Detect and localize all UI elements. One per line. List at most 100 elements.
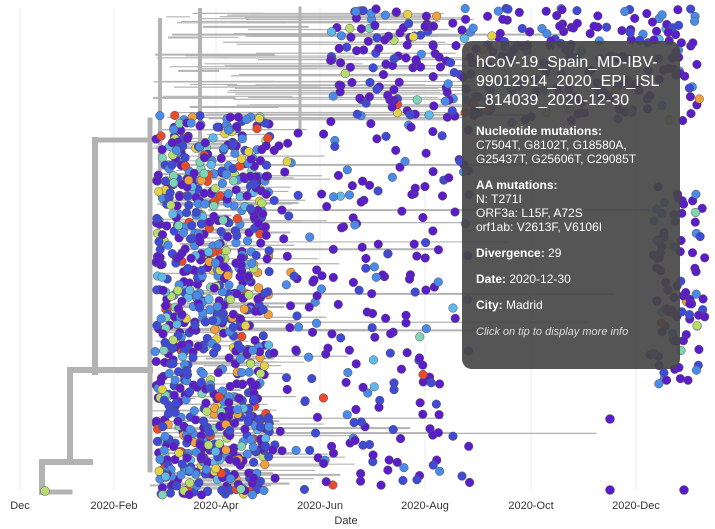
tree-tip[interactable] [200, 138, 210, 148]
tree-tip[interactable] [277, 446, 287, 456]
tree-tip[interactable] [173, 367, 184, 377]
tree-tip[interactable] [396, 364, 407, 374]
tree-tip[interactable] [602, 22, 612, 32]
tree-tip[interactable] [274, 141, 284, 151]
tree-tip[interactable] [449, 67, 459, 78]
tree-tip[interactable] [421, 148, 431, 158]
tree-tip[interactable] [334, 43, 344, 53]
tree-tip[interactable] [205, 383, 215, 393]
tree-tip[interactable] [203, 440, 214, 450]
tree-tip[interactable] [236, 343, 246, 353]
tree-tip[interactable] [357, 242, 367, 252]
tree-tip[interactable] [433, 245, 444, 255]
tree-tip[interactable] [242, 449, 252, 459]
tree-tip[interactable] [435, 62, 445, 72]
tree-tip[interactable] [213, 239, 223, 250]
tree-tip[interactable] [389, 54, 399, 64]
tree-tip[interactable] [391, 7, 401, 17]
tree-tip[interactable] [231, 185, 241, 195]
tree-tip[interactable] [259, 361, 269, 371]
tree-tip[interactable] [264, 340, 274, 350]
tree-tip[interactable] [40, 486, 50, 496]
tree-tip[interactable] [435, 466, 445, 476]
tree-tip[interactable] [261, 230, 271, 240]
tree-tip[interactable] [318, 393, 328, 403]
tree-tip[interactable] [156, 377, 166, 387]
tree-tip[interactable] [174, 448, 184, 458]
tree-tip[interactable] [307, 327, 318, 337]
tree-tip[interactable] [366, 119, 376, 129]
tree-tip[interactable] [165, 188, 175, 198]
tree-tip[interactable] [369, 355, 379, 365]
tree-tip[interactable] [262, 160, 272, 170]
tree-tip[interactable] [208, 316, 218, 326]
tree-tip[interactable] [572, 6, 582, 16]
tree-tip[interactable] [319, 458, 329, 469]
tree-tip[interactable] [224, 280, 234, 290]
tree-tip[interactable] [185, 424, 195, 434]
tree-tip[interactable] [420, 182, 430, 192]
tree-tip[interactable] [163, 240, 173, 250]
tree-tip[interactable] [418, 213, 428, 223]
tree-tip[interactable] [605, 485, 615, 495]
tree-tip[interactable] [175, 383, 185, 393]
tree-tip[interactable] [217, 485, 227, 495]
tree-tip[interactable] [223, 189, 233, 199]
tree-tip[interactable] [352, 46, 362, 56]
tree-tip[interactable] [249, 179, 259, 189]
tree-tip[interactable] [355, 93, 365, 103]
tree-tip[interactable] [386, 329, 396, 339]
tree-tip[interactable] [428, 460, 438, 470]
tree-tip[interactable] [256, 238, 266, 248]
tree-tip[interactable] [187, 220, 197, 231]
tree-tip[interactable] [381, 131, 391, 141]
tree-tip[interactable] [426, 378, 436, 388]
tree-tip[interactable] [593, 11, 603, 21]
tree-tip[interactable] [243, 271, 254, 282]
tree-tip[interactable] [157, 384, 167, 394]
tree-tip[interactable] [218, 215, 228, 225]
tree-tip[interactable] [255, 156, 266, 166]
tree-tip[interactable] [182, 453, 192, 463]
tree-tip[interactable] [691, 289, 701, 299]
tree-tip[interactable] [312, 265, 322, 275]
tree-tip[interactable] [383, 465, 393, 475]
tree-tip[interactable] [351, 404, 361, 415]
tree-tip[interactable] [327, 27, 337, 37]
tree-tip[interactable] [686, 4, 696, 14]
tree-tip[interactable] [464, 441, 474, 451]
tree-tip[interactable] [285, 301, 296, 311]
tree-tip[interactable] [199, 153, 210, 163]
tree-tip[interactable] [687, 248, 698, 258]
tree-tip[interactable] [376, 480, 386, 490]
tree-tip[interactable] [161, 472, 171, 482]
tree-tip[interactable] [369, 262, 379, 272]
tree-tip[interactable] [217, 178, 227, 189]
tree-tip[interactable] [448, 18, 458, 28]
tree-tip[interactable] [259, 486, 269, 496]
tree-tip[interactable] [457, 471, 467, 481]
tree-tip[interactable] [388, 424, 398, 435]
tree-tip[interactable] [384, 455, 394, 465]
tree-tip[interactable] [364, 439, 375, 450]
tree-tip[interactable] [157, 145, 167, 155]
tree-tip[interactable] [389, 385, 399, 395]
tree-tip[interactable] [168, 209, 178, 219]
tree-tip[interactable] [157, 272, 167, 282]
tree-tip[interactable] [154, 187, 164, 197]
tree-tip[interactable] [328, 91, 338, 101]
tree-tip[interactable] [205, 217, 215, 227]
tree-tip[interactable] [370, 332, 380, 342]
tree-tip[interactable] [204, 247, 214, 257]
tree-tip[interactable] [277, 205, 287, 215]
tree-tip[interactable] [155, 454, 165, 464]
tree-tip[interactable] [282, 384, 292, 395]
tree-tip[interactable] [398, 475, 408, 486]
tree-tip[interactable] [237, 332, 247, 342]
tree-tip[interactable] [252, 124, 262, 134]
tree-tip[interactable] [177, 296, 187, 306]
tree-tip[interactable] [201, 464, 211, 475]
tree-tip[interactable] [328, 192, 339, 202]
tree-tip[interactable] [264, 246, 274, 256]
tree-tip[interactable] [387, 102, 397, 112]
